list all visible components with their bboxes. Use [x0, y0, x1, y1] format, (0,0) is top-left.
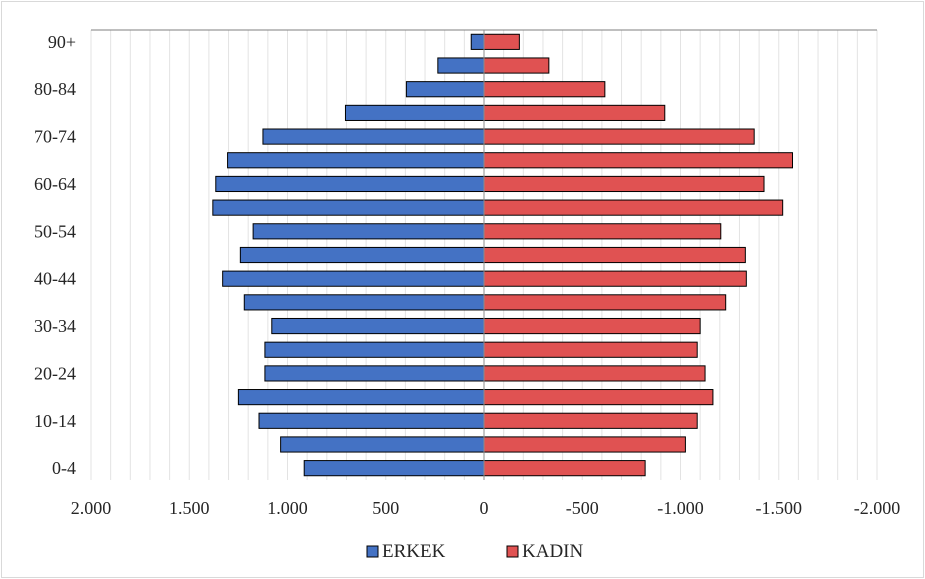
y-tick-label: 80-84 — [34, 79, 76, 99]
x-tick-label: 1.500 — [169, 498, 210, 518]
y-tick-label: 40-44 — [34, 269, 76, 289]
bar-erkek-50-54 — [252, 223, 485, 240]
x-tick-label: 500 — [372, 498, 399, 518]
bar-kadin-5-9 — [483, 436, 686, 453]
bar-erkek-0-4 — [303, 460, 485, 477]
x-tick-label: 0 — [480, 498, 489, 518]
bar-kadin-35-39 — [483, 294, 727, 311]
bars — [212, 33, 794, 477]
bar-erkek-15-19 — [237, 389, 485, 406]
bar-erkek-5-9 — [280, 436, 485, 453]
bar-erkek-55-59 — [212, 199, 485, 216]
bar-kadin-10-14 — [483, 412, 698, 429]
legend-swatch-kadin — [506, 545, 519, 558]
bar-kadin-0-4 — [483, 460, 646, 477]
y-tick-label: 0-4 — [52, 458, 76, 478]
bar-kadin-70-74 — [483, 128, 755, 145]
x-tick-label: -500 — [566, 498, 599, 518]
bar-kadin-30-34 — [483, 317, 701, 335]
bar-kadin-60-64 — [483, 175, 765, 193]
x-tick-label: -1.500 — [756, 498, 803, 518]
bar-erkek-85-89 — [437, 57, 485, 74]
bar-kadin-40-44 — [483, 270, 747, 287]
bar-kadin-80-84 — [483, 81, 606, 98]
bar-kadin-50-54 — [483, 223, 722, 240]
y-tick-label: 60-64 — [34, 174, 76, 194]
bar-kadin-85-89 — [483, 57, 550, 74]
legend-swatch-erkek — [366, 545, 379, 558]
bar-erkek-60-64 — [215, 175, 485, 193]
y-tick-label: 10-14 — [34, 411, 76, 431]
bar-erkek-65-69 — [227, 152, 485, 169]
legend: ERKEK KADIN — [366, 541, 583, 562]
bar-kadin-90+ — [483, 33, 520, 50]
y-tick-label: 70-74 — [34, 127, 76, 147]
legend-label-erkek: ERKEK — [382, 541, 446, 562]
legend-label-kadin: KADIN — [522, 541, 583, 562]
bar-kadin-15-19 — [483, 389, 714, 406]
y-tick-label: 50-54 — [34, 221, 76, 241]
x-tick-label: -2.000 — [854, 498, 901, 518]
bar-kadin-55-59 — [483, 199, 784, 216]
bar-erkek-80-84 — [405, 81, 485, 98]
bar-erkek-25-29 — [264, 341, 485, 358]
bar-kadin-65-69 — [483, 152, 794, 169]
x-tick-label: 1.000 — [267, 498, 308, 518]
bar-kadin-20-24 — [483, 365, 706, 382]
bar-kadin-45-49 — [483, 246, 746, 264]
bar-erkek-10-14 — [258, 412, 485, 429]
bar-erkek-75-79 — [344, 104, 485, 121]
y-tick-label: 90+ — [48, 32, 76, 52]
y-tick-label: 20-24 — [34, 363, 76, 383]
x-tick-label: -1.000 — [657, 498, 704, 518]
bar-erkek-45-49 — [239, 246, 485, 264]
x-tick-label: 2.000 — [71, 498, 112, 518]
axes: 0-4 10-14 20-24 30-34 40-44 50-54 60-64 70-74 80… — [34, 29, 901, 518]
bar-erkek-30-34 — [271, 317, 485, 335]
bar-kadin-25-29 — [483, 341, 698, 358]
bar-kadin-75-79 — [483, 104, 666, 121]
bar-erkek-35-39 — [243, 294, 485, 311]
bar-erkek-40-44 — [222, 270, 485, 287]
bar-erkek-90+ — [470, 33, 485, 50]
bar-erkek-20-24 — [264, 365, 485, 382]
bar-erkek-70-74 — [262, 128, 485, 145]
y-tick-label: 30-34 — [34, 316, 76, 336]
